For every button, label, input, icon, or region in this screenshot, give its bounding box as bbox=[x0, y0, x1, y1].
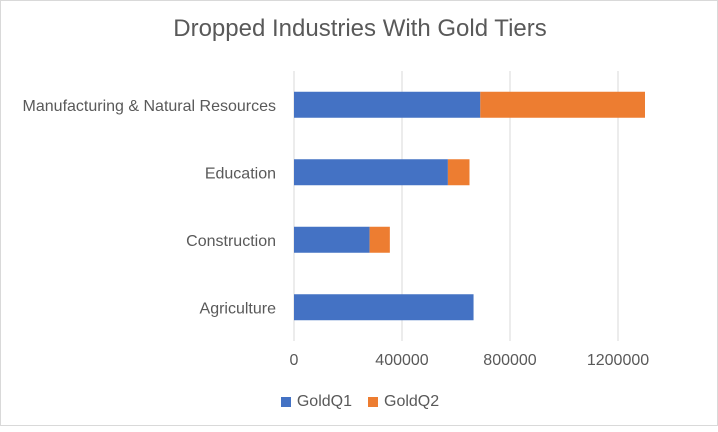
x-tick-label: 1200000 bbox=[587, 352, 649, 369]
bar-goldq1 bbox=[294, 91, 481, 118]
legend-label-goldq2: GoldQ2 bbox=[384, 393, 440, 410]
x-tick-label: 400000 bbox=[375, 352, 428, 369]
category-labels: Manufacturing & Natural Resources Educati… bbox=[23, 98, 277, 318]
legend-item-goldq2: GoldQ2 bbox=[368, 393, 439, 411]
bar-goldq1 bbox=[294, 294, 474, 321]
legend-item-goldq1: GoldQ1 bbox=[280, 393, 352, 411]
bar-goldq1 bbox=[294, 159, 448, 186]
bar-goldq2 bbox=[369, 226, 390, 253]
bar-goldq2 bbox=[480, 91, 645, 118]
category-label: Agriculture bbox=[200, 300, 277, 317]
legend: GoldQ1 GoldQ2 bbox=[1, 393, 718, 411]
chart-title: Dropped Industries With Gold Tiers bbox=[173, 15, 547, 42]
x-tick-label: 800000 bbox=[483, 352, 536, 369]
category-label: Education bbox=[205, 165, 276, 182]
plot-area: Manufacturing & Natural Resources Educati… bbox=[23, 71, 650, 369]
legend-swatch-goldq1 bbox=[280, 397, 291, 407]
sheet-strip bbox=[0, 426, 718, 432]
legend-swatch-goldq2 bbox=[368, 397, 378, 407]
category-label: Manufacturing & Natural Resources bbox=[23, 98, 276, 115]
bar-goldq1 bbox=[294, 226, 370, 253]
tick-labels: 0 400000 800000 1200000 bbox=[290, 352, 650, 369]
x-tick-label: 0 bbox=[290, 352, 299, 369]
bar-goldq2 bbox=[447, 159, 470, 186]
category-label: Construction bbox=[186, 233, 276, 250]
legend-label-goldq1: GoldQ1 bbox=[296, 393, 352, 410]
bars bbox=[294, 91, 645, 321]
